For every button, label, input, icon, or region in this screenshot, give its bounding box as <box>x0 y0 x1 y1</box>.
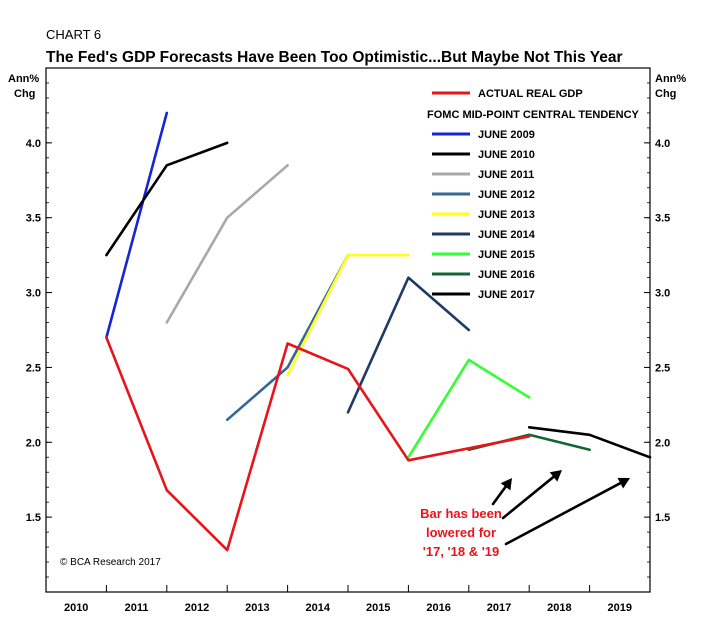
x-tick-label: 2011 <box>125 602 149 614</box>
series-lines <box>105 111 652 552</box>
x-tick-label: 2013 <box>245 602 269 614</box>
x-axis-labels: 2010 2011 2012 2013 2014 2015 2016 2017 2018 2019 <box>64 602 632 614</box>
series-line-june2010 <box>105 141 229 257</box>
chart-title: The Fed's GDP Forecasts Have Been Too Op… <box>46 49 622 66</box>
annotation-arrows <box>491 470 630 546</box>
x-tick-label: 2016 <box>426 602 450 614</box>
legend-subheading: FOMC MID-POINT CENTRAL TENDENCY <box>427 109 640 121</box>
series-line-june2014 <box>346 276 471 414</box>
y-tick-label-right: 2.5 <box>655 362 670 374</box>
y-axis-labels: 1.5 1.5 2.0 2.0 2.5 2.5 3.0 3.0 3.5 3.5 4.0 4.0 <box>26 138 671 524</box>
legend-label-june2016: JUNE 2016 <box>478 269 535 281</box>
y-tick-label-left: 3.0 <box>26 288 41 300</box>
legend-label-june2012: JUNE 2012 <box>478 189 535 201</box>
annotation-arrowhead <box>500 478 512 491</box>
series-line-actual <box>105 336 531 552</box>
annotation-arrowhead <box>617 477 630 489</box>
series-line-june2017 <box>527 425 652 459</box>
y-unit-right-line1: Ann% <box>655 73 686 85</box>
annotation-arrow <box>501 475 555 520</box>
series-line-june2015 <box>407 358 531 459</box>
legend: FOMC MID-POINT CENTRAL TENDENCY ACTUAL R… <box>427 88 640 301</box>
y-tick-label-right: 4.0 <box>655 138 670 150</box>
x-tick-label: 2014 <box>306 602 331 614</box>
legend-label-june2009: JUNE 2009 <box>478 129 535 141</box>
chart-label: CHART 6 <box>46 27 101 42</box>
legend-label-june2011: JUNE 2011 <box>478 169 534 181</box>
y-tick-label-left: 3.5 <box>26 213 41 225</box>
x-tick-label: 2010 <box>64 602 88 614</box>
y-unit-left-line1: Ann% <box>8 73 39 85</box>
annotation-line2: lowered for <box>426 525 496 540</box>
x-tick-label: 2018 <box>547 602 571 614</box>
annotation-arrow <box>491 485 507 506</box>
y-tick-label-left: 1.5 <box>26 512 41 524</box>
x-tick-label: 2012 <box>185 602 209 614</box>
legend-label-june2013: JUNE 2013 <box>478 209 535 221</box>
annotation-arrowhead <box>549 470 562 482</box>
y-unit-right-line2: Chg <box>655 88 676 100</box>
legend-label-june2015: JUNE 2015 <box>478 249 535 261</box>
y-tick-label-left: 2.0 <box>26 437 41 449</box>
legend-label-june2017: JUNE 2017 <box>478 289 535 301</box>
y-tick-label-right: 1.5 <box>655 512 670 524</box>
legend-label-june2010: JUNE 2010 <box>478 149 535 161</box>
series-line-june2009 <box>105 111 169 339</box>
annotation-arrow <box>504 481 622 546</box>
x-tick-label: 2019 <box>608 602 632 614</box>
y-tick-label-right: 3.5 <box>655 213 670 225</box>
series-line-june2011 <box>165 164 289 324</box>
y-tick-label-right: 3.0 <box>655 288 670 300</box>
annotation: Bar has been lowered for '17, '18 & '19 <box>420 506 502 559</box>
y-tick-label-left: 2.5 <box>26 362 41 374</box>
y-tick-label-right: 2.0 <box>655 437 670 449</box>
annotation-line1: Bar has been <box>420 506 502 521</box>
legend-label-actual: ACTUAL REAL GDP <box>478 88 583 100</box>
axis-ticks <box>45 82 651 592</box>
series-line-june2013 <box>286 253 410 377</box>
source-note: © BCA Research 2017 <box>60 557 161 568</box>
y-tick-label-left: 4.0 <box>26 138 41 150</box>
plot-frame <box>45 67 651 593</box>
legend-label-june2014: JUNE 2014 <box>478 229 536 241</box>
x-tick-label: 2017 <box>487 602 511 614</box>
series-line-june2012 <box>225 253 350 422</box>
annotation-line3: '17, '18 & '19 <box>423 544 500 559</box>
y-unit-left-line2: Chg <box>14 88 35 100</box>
x-tick-label: 2015 <box>366 602 390 614</box>
